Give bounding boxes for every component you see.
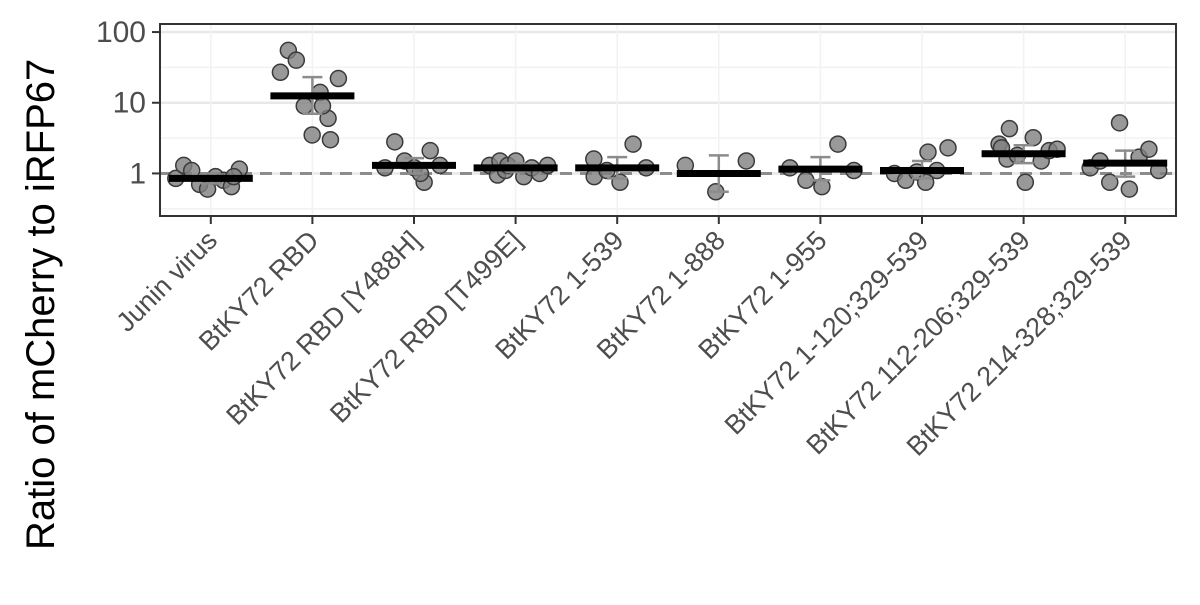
data-point bbox=[1101, 173, 1119, 192]
y-axis-title: Ratio of mCherry to iRFP67 bbox=[19, 59, 63, 550]
data-point bbox=[287, 51, 306, 69]
data-point bbox=[271, 63, 290, 82]
data-point bbox=[421, 141, 439, 160]
data-point bbox=[611, 173, 629, 192]
data-point bbox=[737, 152, 756, 170]
data-point bbox=[624, 135, 642, 153]
data-point bbox=[1024, 128, 1043, 147]
data-point bbox=[919, 143, 937, 161]
data-point bbox=[1120, 180, 1139, 198]
data-point bbox=[1140, 140, 1158, 158]
data-point bbox=[813, 177, 831, 196]
x-tick-label: BtKY72 RBD [T499E] bbox=[324, 225, 528, 429]
data-point bbox=[829, 135, 847, 153]
x-tick-label: Junin virus bbox=[111, 225, 223, 337]
data-point bbox=[313, 97, 332, 115]
data-point bbox=[386, 133, 404, 151]
panel-border bbox=[159, 23, 1177, 217]
x-tick-label: BtKY72 RBD [Y488H] bbox=[220, 225, 426, 431]
y-tick-label: 1 bbox=[129, 157, 146, 190]
y-tick-label: 10 bbox=[113, 87, 146, 120]
data-point bbox=[1110, 114, 1129, 132]
data-point bbox=[303, 126, 321, 144]
data-point bbox=[1016, 173, 1035, 192]
data-point bbox=[321, 130, 340, 149]
mean-bar-layer bbox=[168, 92, 1168, 182]
data-point bbox=[939, 139, 957, 157]
y-tick-label: 100 bbox=[96, 16, 146, 49]
data-point bbox=[329, 69, 348, 88]
data-point bbox=[1000, 119, 1019, 138]
x-tick-label: BtKY72 1-120;329-539 bbox=[719, 225, 934, 440]
data-point bbox=[295, 97, 313, 115]
